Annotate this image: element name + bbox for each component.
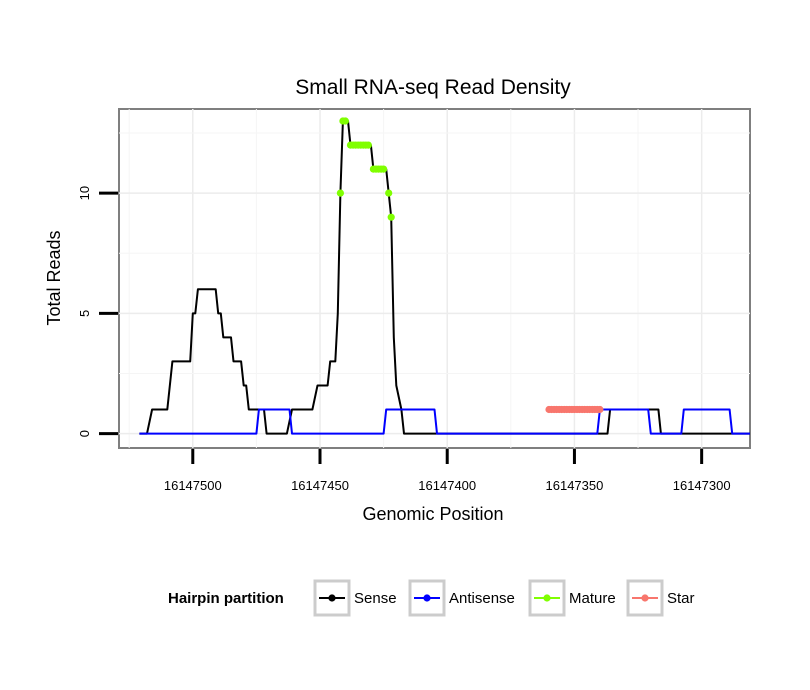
x-tick-label: 16147450 [291,478,349,493]
x-tick-label: 16147400 [418,478,476,493]
series-line-sense [139,120,750,435]
point-mature [380,165,388,173]
point-mature [364,141,372,149]
data-series [139,117,750,435]
legend-key-point [543,594,551,602]
x-axis-label: Genomic Position [362,504,503,524]
point-mature [385,189,393,197]
series-line-antisense [139,408,750,435]
legend-entry-star: Star [626,579,695,617]
legend-key-point [641,594,649,602]
legend-entry-sense: Sense [313,579,397,617]
legend-label: Mature [569,590,616,607]
legend-label: Antisense [449,590,515,607]
y-axis-label: Total Reads [44,230,64,325]
legend-key-point [423,594,431,602]
x-tick-label: 16147300 [673,478,731,493]
legend-label: Sense [354,590,397,607]
point-mature [387,213,395,221]
legend-entry-mature: Mature [528,579,616,617]
x-tick-label: 16147350 [546,478,604,493]
y-tick-label: 5 [77,310,92,317]
y-tick-label: 0 [77,430,92,437]
point-mature [341,117,349,125]
axes: 16147500 16147450 16147400 16147350 16147300… [77,186,731,493]
point-mature [336,189,344,197]
plot-panel [118,108,751,449]
y-tick-label: 10 [77,186,92,200]
legend-label: Star [667,590,695,607]
point-star [596,405,604,414]
chart-title: Small RNA-seq Read Density [295,76,571,99]
legend: Hairpin partition Sense Antisense Mature St… [168,579,695,617]
legend-entry-antisense: Antisense [408,579,515,617]
x-tick-label: 16147500 [164,478,222,493]
legend-title: Hairpin partition [168,590,284,607]
legend-key-point [328,594,336,602]
